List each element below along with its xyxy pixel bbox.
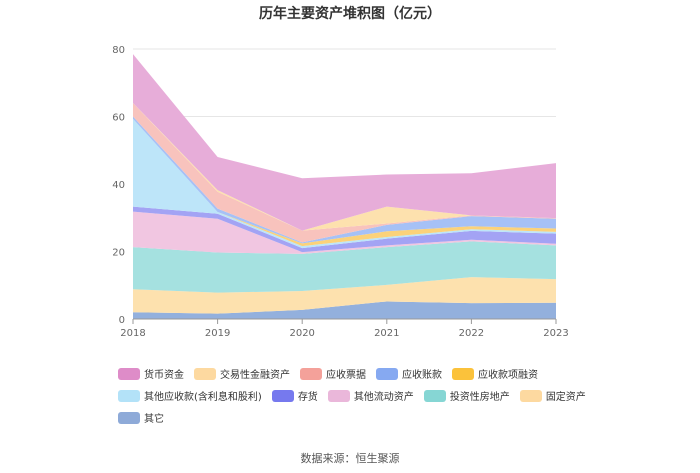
legend-item[interactable]: 存货 <box>271 388 318 403</box>
legend-item[interactable]: 固定资产 <box>519 388 586 403</box>
legend-item[interactable]: 应收票据 <box>300 366 366 381</box>
area-series <box>133 241 556 293</box>
legend: 货币资金 交易性金融资产 应收票据 应收账款 应收款项融资 其他应收款(含利息和股利) 存… <box>118 366 588 432</box>
y-tick-label: 40 <box>112 180 125 191</box>
legend-item[interactable]: 货币资金 <box>118 366 184 381</box>
legend-row: 货币资金 交易性金融资产 应收票据 应收账款 应收款项融资 <box>118 366 588 381</box>
legend-swatch <box>300 367 322 380</box>
legend-item[interactable]: 其他流动资产 <box>327 388 414 403</box>
legend-label: 应收款项融资 <box>478 370 538 381</box>
area-layer <box>133 54 556 319</box>
legend-row: 其他应收款(含利息和股利) 存货 其他流动资产 投资性房地产 固定资产 <box>118 388 588 403</box>
legend-item[interactable]: 应收款项融资 <box>452 366 538 381</box>
legend-item[interactable]: 应收账款 <box>376 366 442 381</box>
area-series <box>133 103 556 243</box>
legend-label: 交易性金融资产 <box>220 370 290 381</box>
legend-item[interactable]: 投资性房地产 <box>423 388 510 403</box>
legend-item[interactable]: 其它 <box>118 410 164 425</box>
area-series <box>133 277 556 314</box>
area-series <box>133 206 556 253</box>
y-tick-label: 0 <box>119 315 125 326</box>
x-tick-label: 2023 <box>543 328 568 339</box>
legend-label: 货币资金 <box>144 370 184 381</box>
legend-swatch <box>271 389 294 402</box>
y-tick-label: 80 <box>112 45 125 56</box>
legend-row: 其它 <box>118 410 588 425</box>
legend-swatch <box>452 367 474 380</box>
legend-label: 其他应收款(含利息和股利) <box>144 392 262 403</box>
legend-swatch <box>423 389 446 402</box>
area-series <box>133 301 556 319</box>
area-series <box>133 54 556 231</box>
x-tick-label: 2019 <box>205 328 230 339</box>
area-series <box>133 211 556 254</box>
y-tick-label: 20 <box>112 248 125 259</box>
legend-label: 投资性房地产 <box>449 392 510 403</box>
axis: 0 20 40 60 80 2018 2019 2020 2021 2022 2023 <box>112 45 568 339</box>
legend-label: 应收账款 <box>402 370 442 381</box>
legend-swatch <box>327 389 350 402</box>
chart-title: 历年主要资产堆积图（亿元） <box>259 5 441 22</box>
x-tick-label: 2018 <box>120 328 145 339</box>
x-tick-label: 2021 <box>374 328 399 339</box>
x-tick-label: 2020 <box>289 328 314 339</box>
legend-item[interactable]: 交易性金融资产 <box>194 366 290 381</box>
legend-label: 固定资产 <box>545 392 586 403</box>
y-tick-label: 60 <box>112 113 125 124</box>
legend-label: 存货 <box>297 392 318 403</box>
legend-swatch <box>118 389 140 402</box>
legend-swatch <box>118 367 140 380</box>
legend-label: 其它 <box>144 414 164 425</box>
legend-swatch <box>118 411 140 424</box>
legend-label: 其他流动资产 <box>353 392 414 403</box>
legend-swatch <box>519 389 542 402</box>
legend-swatch <box>376 367 398 380</box>
legend-swatch <box>194 367 216 380</box>
legend-label: 应收票据 <box>326 370 366 381</box>
x-tick-label: 2022 <box>459 328 484 339</box>
source-note: 数据来源：恒生聚源 <box>300 452 400 465</box>
legend-item[interactable]: 其他应收款(含利息和股利) <box>118 388 262 403</box>
